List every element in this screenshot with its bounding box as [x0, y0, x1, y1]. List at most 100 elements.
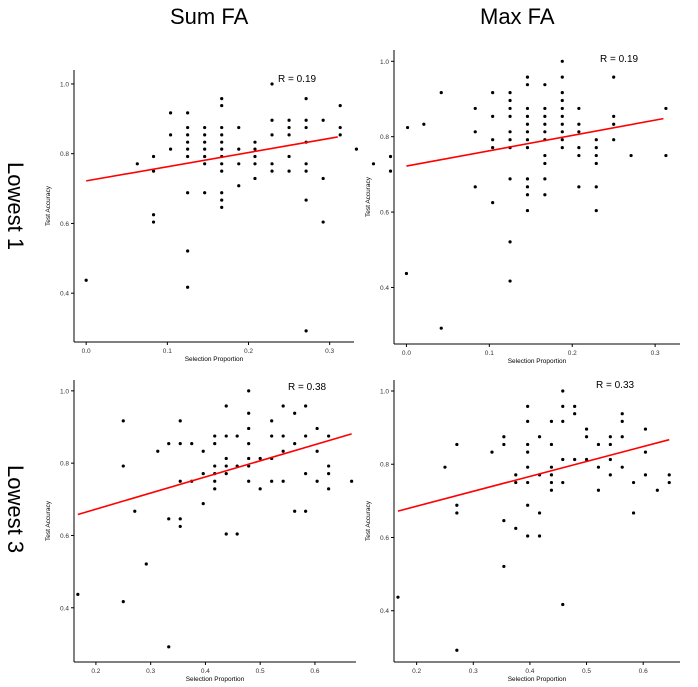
data-point — [203, 162, 207, 166]
data-point — [201, 449, 205, 453]
data-point — [631, 480, 636, 485]
data-point — [220, 103, 224, 108]
data-point — [281, 479, 285, 483]
data-point — [560, 90, 564, 95]
data-point — [549, 480, 554, 485]
data-point — [304, 404, 308, 408]
data-point — [643, 450, 648, 454]
scatter-points — [84, 82, 410, 333]
column-title-sum-fa: Sum FA — [170, 4, 249, 29]
data-point — [304, 169, 308, 173]
data-point — [405, 125, 410, 130]
data-point — [287, 133, 291, 137]
data-point — [224, 464, 228, 468]
data-point — [561, 457, 565, 462]
data-point — [612, 138, 616, 142]
data-point — [560, 146, 564, 150]
scatter-panel-lowest1-max-fa: 0.0 0.1 0.2 0.3 0.4 0.6 0.8 1.0 Selection Propor… — [365, 50, 680, 365]
data-point — [270, 434, 274, 438]
correlation-annotation: R = 0.19 — [278, 74, 317, 85]
data-point — [560, 106, 564, 111]
data-point — [201, 472, 205, 476]
data-point — [508, 90, 512, 95]
scatter-panel-lowest3-sum-fa: 0.2 0.3 0.4 0.5 0.6 0.4 0.6 0.8 1.0 Selection Pro… — [45, 380, 356, 683]
data-point — [203, 154, 207, 159]
data-point — [293, 509, 297, 513]
data-point — [537, 435, 542, 439]
data-point — [612, 75, 616, 79]
data-point — [178, 419, 182, 423]
data-point — [525, 193, 530, 197]
data-point — [327, 487, 331, 491]
data-point — [213, 487, 217, 491]
data-point — [220, 191, 224, 195]
data-point — [315, 449, 319, 453]
data-point — [121, 419, 125, 423]
data-point — [178, 479, 182, 483]
x-tick-label: 0.0 — [402, 350, 411, 357]
data-point — [525, 130, 530, 134]
axes: 0.2 0.3 0.4 0.5 0.6 0.4 0.6 0.8 1.0 — [60, 380, 356, 675]
data-point — [594, 146, 598, 150]
data-point — [224, 472, 228, 476]
data-point — [237, 162, 241, 166]
data-point — [608, 435, 612, 439]
data-point — [573, 404, 577, 408]
data-point — [220, 205, 224, 209]
data-point — [561, 419, 565, 423]
data-point — [573, 412, 577, 416]
data-point — [121, 464, 125, 468]
regression-line — [86, 136, 338, 182]
data-point — [502, 519, 506, 523]
data-point — [577, 153, 581, 158]
data-point — [526, 419, 530, 423]
data-point — [253, 154, 257, 159]
data-point — [549, 419, 554, 423]
data-point — [338, 133, 342, 137]
data-point — [287, 169, 291, 173]
data-point — [315, 426, 319, 431]
y-axis-label: Test Accuracy — [365, 176, 372, 217]
data-point — [543, 161, 547, 166]
data-point — [443, 465, 447, 469]
data-point — [561, 602, 565, 607]
data-point — [594, 161, 598, 166]
row-title-lowest-1: Lowest 1 — [3, 162, 28, 251]
data-point — [186, 111, 190, 115]
x-tick-label: 0.2 — [568, 350, 577, 357]
data-point — [525, 138, 530, 142]
y-tick-label: 0.4 — [380, 608, 389, 615]
data-point — [577, 185, 581, 189]
data-point — [594, 208, 598, 213]
data-point — [235, 434, 239, 438]
data-point — [247, 426, 251, 431]
data-point — [321, 220, 325, 224]
data-point — [612, 122, 616, 126]
data-point — [455, 511, 459, 515]
data-point — [220, 169, 224, 173]
data-point — [270, 419, 274, 423]
x-axis-label: Selection Proportion — [186, 676, 245, 683]
data-point — [237, 184, 241, 188]
data-point — [270, 479, 274, 483]
data-point — [526, 503, 530, 507]
data-point — [629, 153, 633, 158]
row-title-lowest-3: Lowest 3 — [3, 465, 28, 554]
scatter-points — [76, 389, 354, 649]
data-point — [237, 147, 241, 151]
x-tick-label: 0.3 — [146, 668, 155, 675]
data-point — [168, 111, 173, 115]
data-point — [235, 532, 239, 536]
data-point — [620, 465, 624, 469]
data-point — [491, 201, 495, 205]
x-tick-label: 0.6 — [639, 668, 648, 675]
data-point — [178, 524, 182, 529]
data-point — [203, 191, 207, 195]
x-axis-label: Selection Proportion — [508, 358, 567, 365]
data-point — [258, 456, 262, 461]
data-point — [455, 503, 459, 507]
x-axis-label: Selection Proportion — [185, 356, 244, 363]
data-point — [608, 473, 612, 477]
data-point — [167, 645, 171, 649]
data-point — [224, 532, 228, 536]
